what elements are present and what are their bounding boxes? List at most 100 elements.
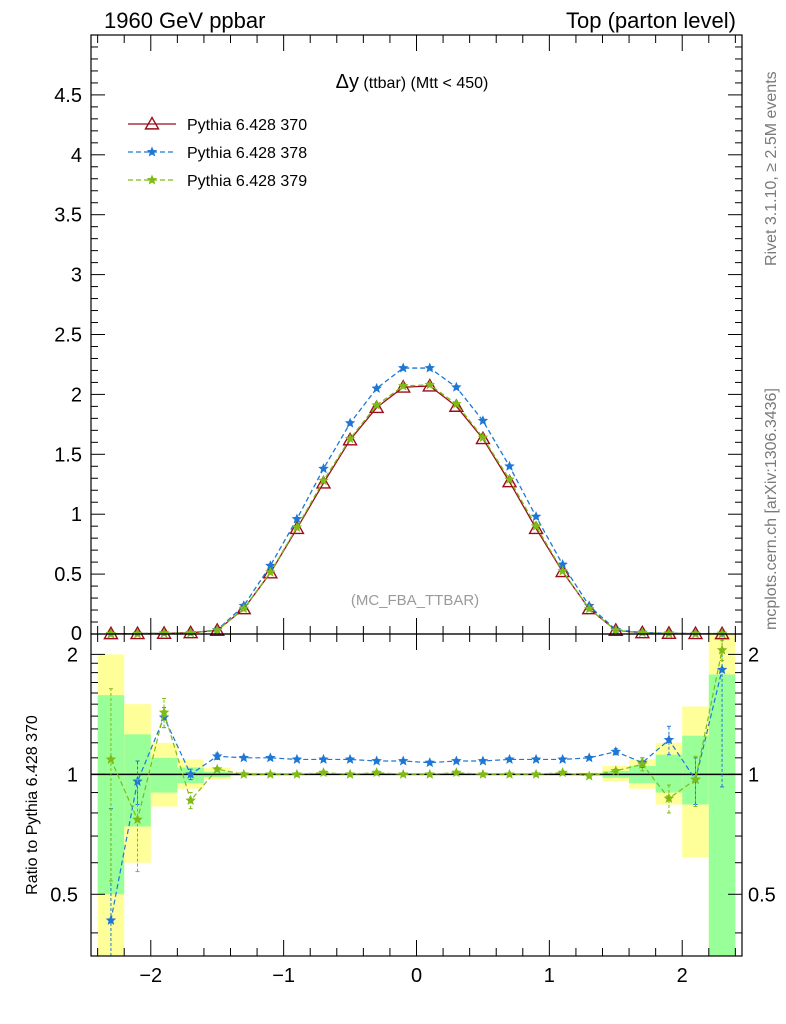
mcplots-label: mcplots.cern.ch [arXiv:1306.3436] <box>763 388 780 630</box>
y-tick-label: 1 <box>71 504 82 526</box>
y-tick-label: 3.5 <box>54 205 82 227</box>
ratio-point <box>371 755 382 766</box>
data-point <box>238 603 250 614</box>
ratio-point <box>291 768 303 779</box>
ratio-line-1 <box>110 649 723 822</box>
rivet-label: Rivet 3.1.10, ≥ 2.5M events <box>763 71 780 266</box>
ratio-point <box>583 770 595 781</box>
ratio-point <box>211 750 223 761</box>
y-tick-label: 4 <box>71 145 82 167</box>
ratio-point <box>105 914 117 925</box>
y-tick-label: 2 <box>71 384 82 406</box>
process-label: Top (parton level) <box>566 8 736 33</box>
chart-title: Δy (ttbar) (Mtt < 450) <box>336 71 489 93</box>
ratio-point <box>265 752 276 763</box>
legend: Pythia 6.428 370 Pythia 6.428 378 Pythia 6… <box>128 116 307 190</box>
ratio-point <box>397 755 409 766</box>
ratio-point <box>185 794 196 805</box>
ratio-point <box>637 758 648 769</box>
ratio-y-tick-label-left: 0.5 <box>50 884 78 906</box>
data-point <box>530 520 542 531</box>
ratio-y-tick-label-left: 2 <box>67 644 78 666</box>
data-point <box>315 475 332 489</box>
ratio-point <box>344 768 356 779</box>
y-tick-label: 2.5 <box>54 325 82 347</box>
data-point <box>716 628 728 638</box>
ratio-point <box>557 753 568 764</box>
data-point <box>185 627 196 638</box>
data-point <box>344 417 356 428</box>
ratio-point <box>291 753 303 764</box>
data-point <box>289 520 305 535</box>
data-point <box>371 399 382 410</box>
ratio-point <box>211 763 223 774</box>
ratio-line-0 <box>110 669 723 921</box>
ratio-point <box>690 774 701 785</box>
data-point <box>477 432 489 442</box>
data-point <box>504 473 515 484</box>
legend-marker-2 <box>146 174 158 185</box>
ratio-point <box>265 768 276 779</box>
ratio-point <box>530 768 542 779</box>
ratio-point <box>451 755 462 766</box>
legend-marker-0 <box>144 116 160 130</box>
ratio-point <box>663 734 675 745</box>
data-point <box>158 627 170 638</box>
ratio-point <box>238 752 250 763</box>
data-point <box>318 475 329 486</box>
data-point <box>504 460 515 471</box>
series-line-1 <box>110 367 723 635</box>
ratio-uncertainty-bands <box>97 634 736 956</box>
ratio-point <box>105 753 117 764</box>
data-point <box>368 399 385 414</box>
ratio-point <box>716 644 728 655</box>
ratio-point <box>504 768 515 779</box>
ratio-point <box>318 753 329 764</box>
ratio-y-tick-label-right: 1 <box>748 764 759 786</box>
ratio-point <box>397 768 409 779</box>
ratio-point <box>158 706 170 717</box>
data-point <box>477 415 489 426</box>
data-point <box>663 627 675 638</box>
legend-label-1: Pythia 6.428 378 <box>187 145 307 162</box>
chart-title-symbol: Δy <box>336 71 359 93</box>
x-tick-label: −2 <box>139 965 162 987</box>
y-tick-label: 0.5 <box>54 564 82 586</box>
data-point <box>475 430 491 445</box>
ratio-point <box>185 768 196 779</box>
ratio-point <box>477 755 489 766</box>
data-point <box>530 511 542 522</box>
data-point <box>557 559 568 569</box>
inner-band-bin <box>150 757 178 793</box>
ratio-point <box>504 753 515 764</box>
data-point <box>451 381 462 392</box>
ratio-point <box>477 768 489 779</box>
ratio-point <box>451 767 462 778</box>
ratio-point <box>318 767 329 778</box>
data-point <box>528 520 544 535</box>
data-point <box>451 398 462 409</box>
ratio-point <box>557 767 568 778</box>
data-point <box>291 513 303 524</box>
ratio-point <box>716 664 728 675</box>
data-point <box>344 433 356 444</box>
energy-label: 1960 GeV ppbar <box>104 8 266 33</box>
data-point <box>105 628 117 639</box>
ratio-point <box>530 753 542 764</box>
data-point <box>265 566 276 577</box>
data-point <box>342 432 358 446</box>
data-point <box>637 627 648 638</box>
data-point <box>211 624 223 635</box>
x-tick-label: 0 <box>411 965 422 987</box>
y-tick-label: 3 <box>71 265 82 287</box>
data-point <box>424 362 436 373</box>
ratio-point <box>663 792 675 803</box>
data-point <box>501 473 518 488</box>
data-point <box>690 628 701 639</box>
data-point <box>397 380 409 391</box>
ratio-y-tick-label-right: 2 <box>748 644 759 666</box>
ratio-frame <box>90 633 743 957</box>
ratio-y-axis-label: Ratio to Pythia 6.428 370 <box>24 715 41 895</box>
ratio-point <box>610 765 622 776</box>
